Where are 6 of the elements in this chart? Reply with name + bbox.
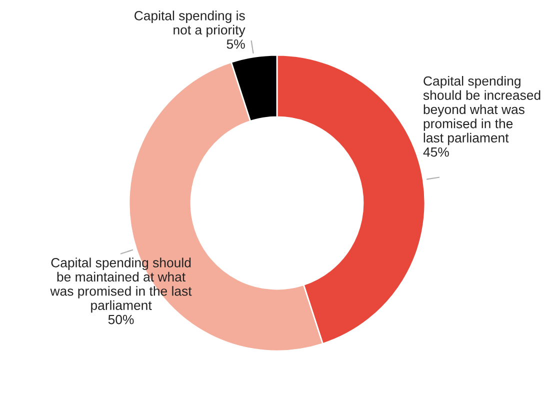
slice-label: Capital spending is not a priority bbox=[134, 10, 246, 38]
data-label: 45% bbox=[423, 147, 449, 157]
data-label: 50% bbox=[108, 314, 134, 324]
slice-label: Capital spending should be maintained at what was promised in the last parliament bbox=[50, 258, 192, 313]
slice-label: Capital spending should be increased beyond what was promised in the last parliament bbox=[423, 76, 540, 146]
data-label: 5% bbox=[226, 39, 245, 49]
